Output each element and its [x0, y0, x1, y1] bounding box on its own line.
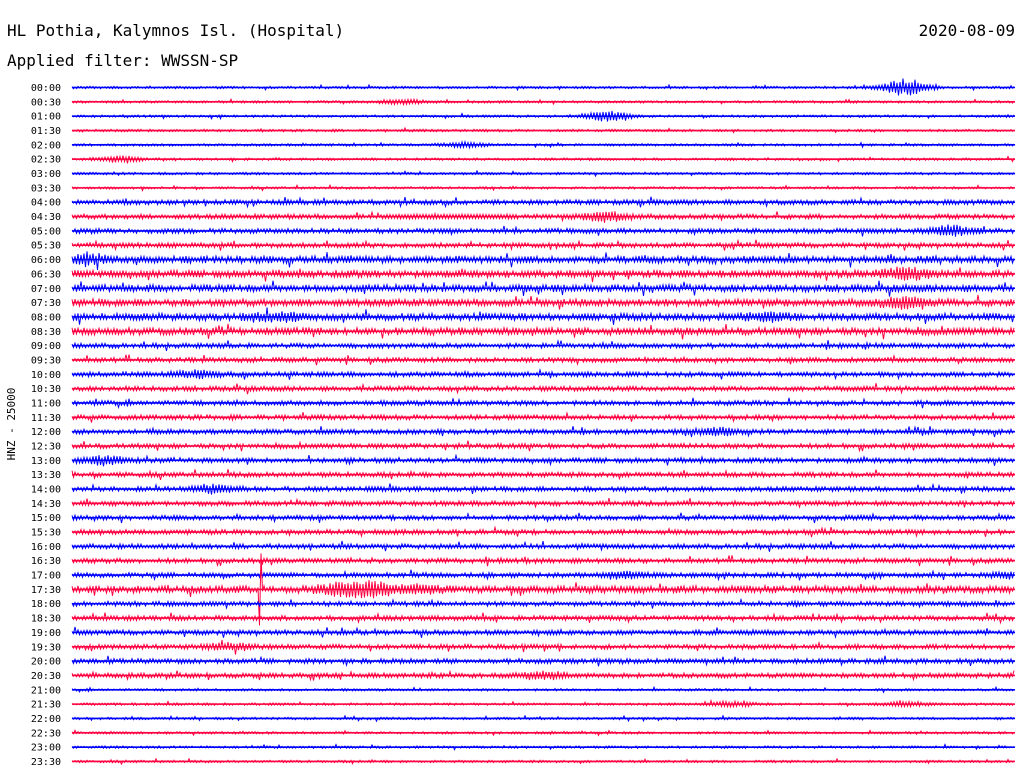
row-time-label: 00:30: [31, 97, 61, 108]
row-time-label: 22:00: [31, 714, 61, 725]
station-title: HL Pothia, Kalymnos Isl. (Hospital): [7, 21, 344, 40]
row-time-label: 04:30: [31, 212, 61, 223]
row-time-label: 00:00: [31, 83, 61, 94]
filter-label: Applied filter: WWSSN-SP: [7, 51, 238, 70]
row-time-label: 07:00: [31, 284, 61, 295]
row-time-label: 09:30: [31, 355, 61, 366]
row-time-label: 18:00: [31, 599, 61, 610]
row-time-label: 16:00: [31, 542, 61, 553]
row-time-label: 16:30: [31, 556, 61, 567]
row-time-label: 20:00: [31, 657, 61, 668]
row-time-label: 06:00: [31, 255, 61, 266]
row-time-label: 11:30: [31, 413, 61, 424]
row-time-label: 04:00: [31, 198, 61, 209]
row-time-label: 03:00: [31, 169, 61, 180]
row-time-label: 06:30: [31, 269, 61, 280]
row-time-label: 01:00: [31, 112, 61, 123]
trace-rows: 00:00 00:30 01:00 01:30 02:00 02:30 03:00 03:30…: [31, 78, 1015, 768]
row-time-label: 21:30: [31, 700, 61, 711]
trace-line: [71, 555, 1015, 568]
row-time-label: 14:00: [31, 485, 61, 496]
row-time-label: 19:30: [31, 642, 61, 653]
row-time-label: 10:00: [31, 370, 61, 381]
row-time-label: 13:00: [31, 456, 61, 467]
row-time-label: 21:00: [31, 685, 61, 696]
row-time-label: 17:00: [31, 571, 61, 582]
trace-line: [71, 323, 1015, 340]
row-time-label: 18:30: [31, 614, 61, 625]
row-time-label: 03:30: [31, 183, 61, 194]
row-time-label: 02:00: [31, 140, 61, 151]
y-axis-label: HNZ - 25000: [5, 388, 18, 461]
row-time-label: 23:00: [31, 743, 61, 754]
row-time-label: 11:00: [31, 398, 61, 409]
row-time-label: 08:30: [31, 327, 61, 338]
trace-line: [71, 294, 1015, 310]
row-time-label: 07:30: [31, 298, 61, 309]
date-label: 2020-08-09: [919, 21, 1015, 40]
row-time-label: 15:30: [31, 528, 61, 539]
row-time-label: 23:30: [31, 757, 61, 768]
row-time-label: 22:30: [31, 728, 61, 739]
row-time-label: 17:30: [31, 585, 61, 596]
row-time-label: 12:30: [31, 442, 61, 453]
row-time-label: 05:00: [31, 226, 61, 237]
row-time-label: 02:30: [31, 155, 61, 166]
trace-line: [71, 251, 1015, 270]
trace-line: [71, 553, 1015, 626]
row-time-label: 05:30: [31, 241, 61, 252]
trace-line: [71, 307, 1015, 325]
row-time-label: 08:00: [31, 312, 61, 323]
row-time-label: 20:30: [31, 671, 61, 682]
row-time-label: 15:00: [31, 513, 61, 524]
row-time-label: 09:00: [31, 341, 61, 352]
row-time-label: 01:30: [31, 126, 61, 137]
row-time-label: 10:30: [31, 384, 61, 395]
row-time-label: 14:30: [31, 499, 61, 510]
row-time-label: 13:30: [31, 470, 61, 481]
row-time-label: 12:00: [31, 427, 61, 438]
row-time-label: 19:00: [31, 628, 61, 639]
